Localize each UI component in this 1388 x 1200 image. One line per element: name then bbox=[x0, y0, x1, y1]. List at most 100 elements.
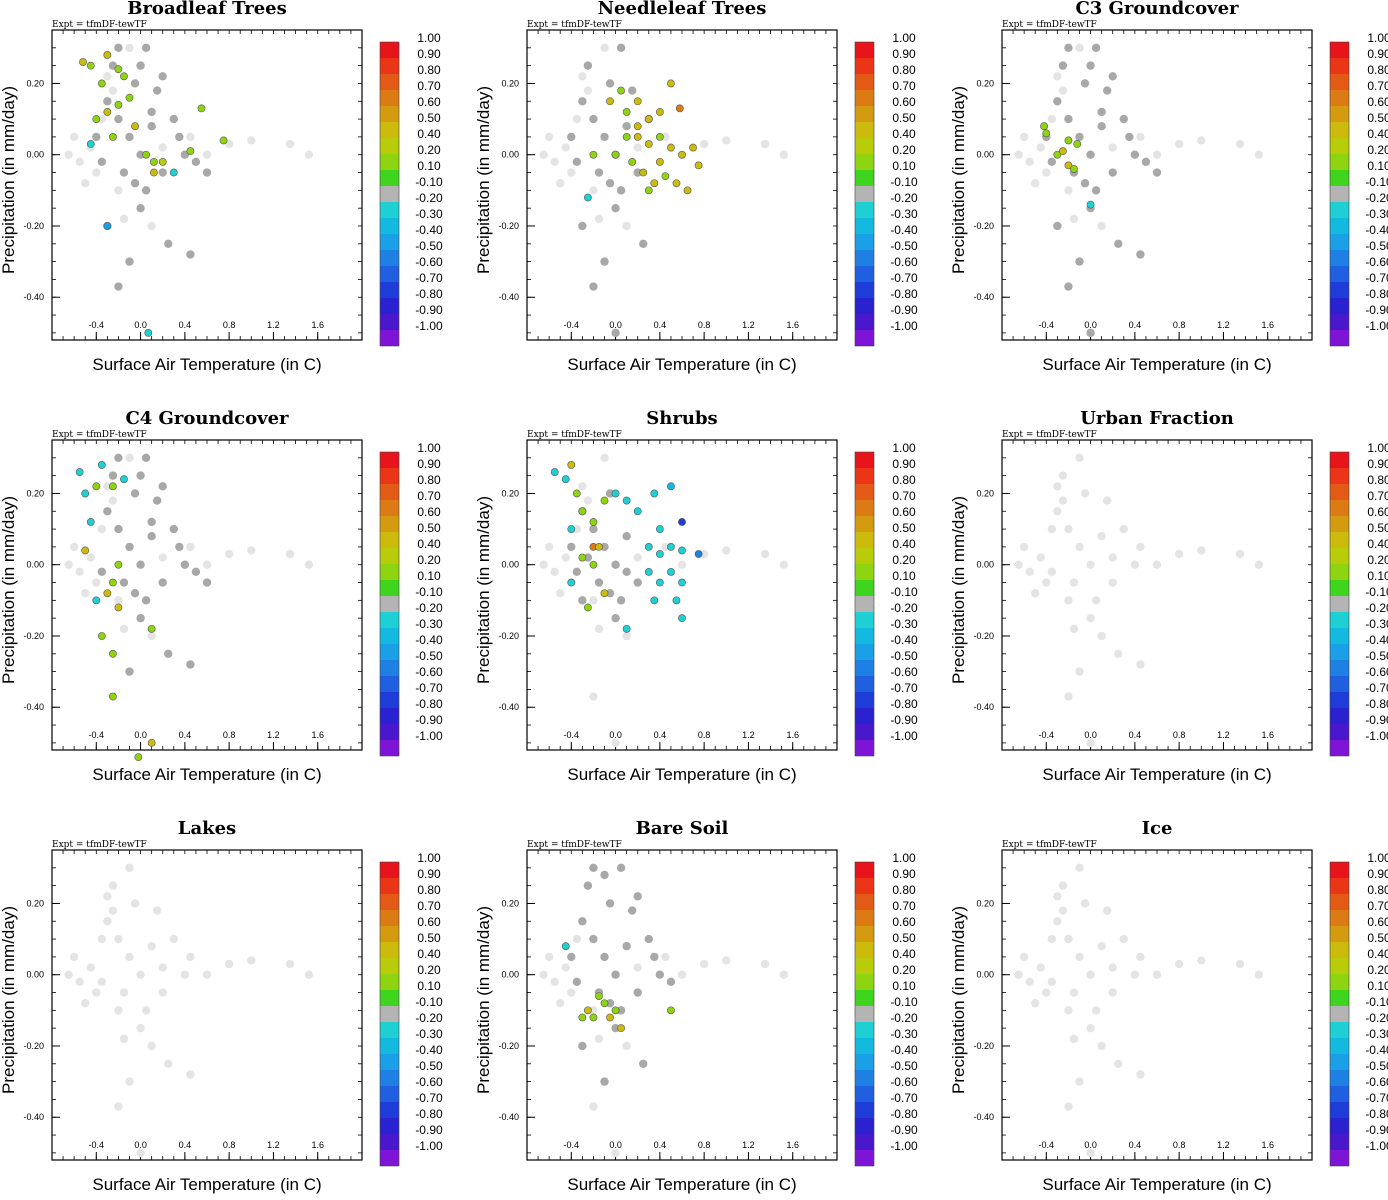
colored-point bbox=[97, 461, 106, 469]
background-point bbox=[1058, 86, 1068, 95]
colorbar-cell bbox=[1330, 596, 1349, 612]
colorbar-label: -0.40 bbox=[415, 1043, 443, 1057]
colorbar-cell bbox=[1330, 298, 1349, 314]
colorbar-label: 0.10 bbox=[1367, 569, 1388, 583]
colorbar-label: -0.80 bbox=[890, 287, 918, 301]
colorbar-cell bbox=[1330, 724, 1349, 740]
background-point bbox=[661, 952, 670, 962]
colored-point bbox=[633, 507, 642, 516]
colored-point bbox=[561, 475, 570, 484]
x-tick-label: 0.8 bbox=[223, 730, 236, 740]
colorbar-label: 0.50 bbox=[892, 521, 916, 535]
background-point bbox=[661, 132, 670, 142]
colorbar-label: -0.10 bbox=[890, 175, 918, 189]
background-point bbox=[622, 1041, 631, 1051]
background-point bbox=[561, 963, 570, 972]
colored-point bbox=[655, 108, 664, 116]
gray-point bbox=[175, 542, 184, 552]
x-axis-label: Surface Air Temperature (in C) bbox=[92, 1175, 321, 1194]
background-point bbox=[1136, 542, 1145, 552]
colored-point bbox=[572, 489, 581, 498]
y-tick-label: 0.00 bbox=[976, 150, 994, 160]
x-tick-label: 0.0 bbox=[609, 730, 622, 740]
gray-point bbox=[92, 132, 101, 142]
colorbar-label: -0.10 bbox=[415, 585, 443, 599]
background-point bbox=[539, 150, 548, 159]
background-point bbox=[544, 542, 554, 552]
colorbar-label: -1.00 bbox=[890, 319, 918, 333]
background-point bbox=[136, 970, 145, 979]
colored-point bbox=[1070, 165, 1078, 173]
background-point bbox=[304, 150, 314, 159]
background-point bbox=[1064, 692, 1073, 701]
colorbar-cell bbox=[1330, 1086, 1349, 1102]
colored-point bbox=[617, 1024, 626, 1033]
gray-point bbox=[589, 524, 598, 534]
background-point bbox=[147, 221, 156, 231]
background-point bbox=[1031, 589, 1040, 598]
colorbar-label: -0.70 bbox=[415, 271, 443, 285]
background-point bbox=[1019, 542, 1029, 552]
colorbar-cell bbox=[1330, 266, 1349, 282]
background-point bbox=[572, 114, 582, 124]
y-tick-label: 0.00 bbox=[976, 970, 994, 980]
panel-title: C3 Groundcover bbox=[1075, 0, 1239, 19]
x-tick-label: 0.8 bbox=[1173, 1140, 1186, 1150]
colored-point bbox=[147, 624, 156, 633]
colorbar-cell bbox=[855, 1022, 874, 1038]
background-point bbox=[202, 970, 212, 979]
gray-point bbox=[605, 179, 615, 188]
y-tick-label: -0.40 bbox=[498, 702, 519, 712]
background-point bbox=[1047, 934, 1057, 944]
x-tick-label: 1.2 bbox=[742, 1140, 755, 1150]
background-point bbox=[1042, 578, 1051, 587]
background-point bbox=[1053, 482, 1062, 491]
colored-point bbox=[86, 140, 95, 148]
background-point bbox=[97, 114, 107, 124]
colorbar-cell bbox=[1330, 138, 1349, 154]
colored-point bbox=[606, 1013, 614, 1022]
colorbar-cell bbox=[380, 580, 399, 596]
background-point bbox=[1136, 132, 1145, 142]
x-tick-label: 0.8 bbox=[1173, 320, 1186, 330]
y-axis-label: Precipitation (in mm/day) bbox=[949, 496, 968, 684]
background-point bbox=[125, 863, 134, 873]
gray-point bbox=[633, 988, 642, 997]
gray-point bbox=[147, 107, 156, 117]
background-point bbox=[556, 179, 565, 188]
colored-point bbox=[186, 147, 195, 156]
background-point bbox=[1069, 214, 1079, 224]
colored-point bbox=[678, 614, 686, 623]
y-tick-label: -0.20 bbox=[973, 631, 994, 641]
colorbar-cell bbox=[1330, 612, 1349, 628]
colorbar-cell bbox=[855, 1054, 874, 1070]
colorbar-cell bbox=[1330, 42, 1349, 58]
colorbar-cell bbox=[380, 1086, 399, 1102]
colorbar-cell bbox=[1330, 974, 1349, 990]
y-tick-label: -0.20 bbox=[973, 1041, 994, 1051]
colorbar-label: 0.50 bbox=[417, 931, 441, 945]
background-point bbox=[247, 136, 256, 145]
plot-frame bbox=[1001, 439, 1313, 751]
x-tick-label: -0.4 bbox=[564, 320, 580, 330]
x-tick-label: 1.2 bbox=[1217, 1140, 1230, 1150]
colorbar-label: 1.00 bbox=[1367, 31, 1388, 45]
colorbar-label: -0.10 bbox=[415, 175, 443, 189]
y-axis-label: Precipitation (in mm/day) bbox=[0, 906, 18, 1094]
background-point bbox=[1136, 1070, 1145, 1079]
background-point bbox=[108, 496, 118, 505]
gray-point bbox=[611, 1023, 620, 1033]
colored-point bbox=[114, 65, 123, 74]
colorbar-label: -0.80 bbox=[415, 1107, 443, 1121]
colorbar-cell bbox=[855, 74, 874, 90]
background-point bbox=[1064, 524, 1073, 534]
plot-frame bbox=[1001, 849, 1313, 1161]
colorbar-cell bbox=[855, 990, 874, 1006]
colored-point bbox=[644, 115, 653, 123]
colorbar-label: -1.00 bbox=[890, 729, 918, 743]
y-tick-label: -0.40 bbox=[498, 292, 519, 302]
background-point bbox=[158, 988, 167, 997]
colorbar-label: -0.90 bbox=[415, 1123, 443, 1137]
background-point bbox=[589, 692, 598, 701]
colorbar-cell bbox=[380, 692, 399, 708]
